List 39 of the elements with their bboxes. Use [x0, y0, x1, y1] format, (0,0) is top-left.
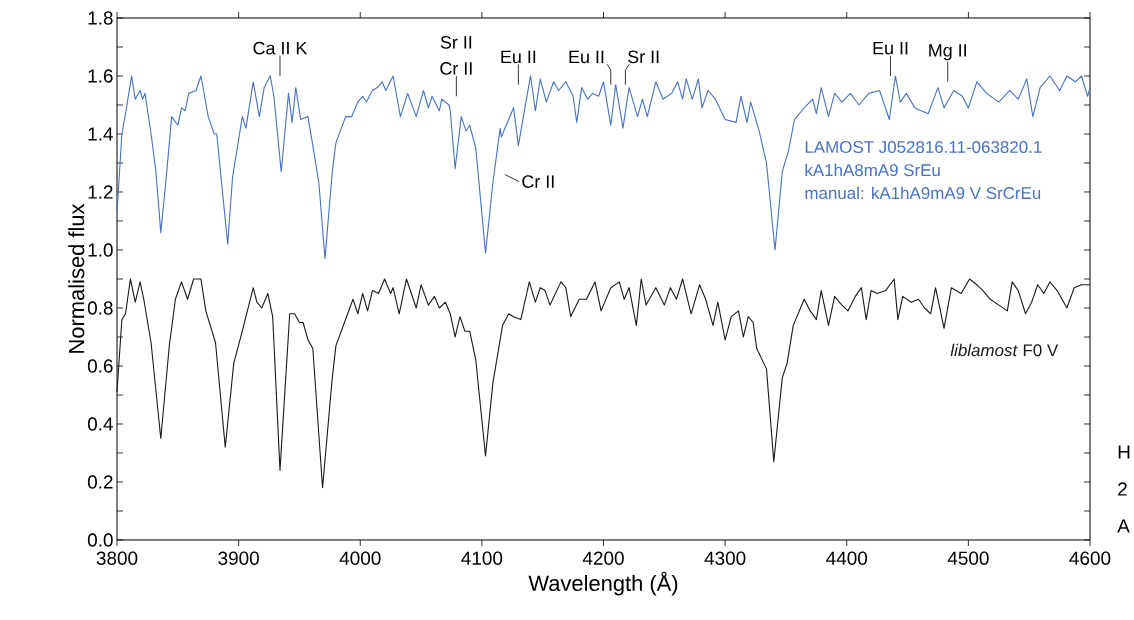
x-tick-label: 4200 [582, 551, 624, 565]
text: A [1117, 519, 1130, 533]
annotation: Eu II [501, 50, 536, 64]
annotation: Eu II [569, 50, 604, 64]
y-tick-label: 1.8 [88, 11, 113, 25]
y-tick-label: 0.2 [87, 475, 113, 489]
x-tick-label: 4100 [461, 551, 503, 565]
annotation: Cr II [440, 62, 472, 75]
annotation: Ca II K [253, 41, 308, 55]
x-tick-label: 3900 [218, 551, 259, 565]
text: H [1118, 445, 1130, 459]
x-tick-label: 4300 [704, 551, 746, 565]
y-tick-label: 1.0 [88, 243, 113, 257]
y-tick-label: 1.4 [88, 127, 113, 141]
x-tick-label: 4500 [947, 551, 989, 565]
x-tick-label: 4400 [826, 551, 868, 565]
annotation: manual: kA1hA9mA9 V SrCrEu [805, 186, 1041, 200]
annotation: Mg II [929, 44, 966, 61]
y-tick-label: 1.6 [88, 69, 113, 83]
y-tick-label: 0.6 [87, 359, 113, 373]
y-tick-label: 0.0 [87, 533, 113, 547]
x-tick-label: 4000 [339, 551, 381, 565]
x-axis-title: Wavelength (Å) [528, 571, 678, 596]
annotation: Sr II [628, 50, 659, 64]
annotation: Eu II [873, 41, 908, 55]
y-axis-title: Normalised flux [68, 203, 85, 353]
x-tick-label: 3800 [96, 551, 138, 565]
text: 2 [1118, 482, 1127, 496]
y-tick-label: 0.8 [87, 301, 113, 315]
series-label: liblamost F0 V [950, 343, 1059, 357]
line-series [116, 278, 1091, 489]
annotation: Sr II [440, 35, 472, 49]
line-series [116, 75, 1091, 260]
x-tick-label: 4600 [1069, 551, 1111, 565]
series-label: LAMOST J052816.11-063820.1 [805, 141, 1042, 154]
annotation: Cr II [522, 175, 554, 188]
y-tick-label: 0.4 [87, 417, 113, 431]
y-tick-label: 1.2 [88, 185, 113, 199]
annotation: kA1hA8mA9 SrEu [805, 163, 940, 177]
